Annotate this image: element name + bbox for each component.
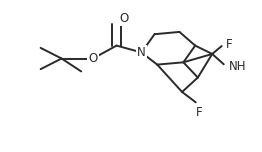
Text: N: N [137, 46, 146, 59]
Text: O: O [88, 52, 98, 65]
Text: F: F [196, 106, 203, 119]
Text: F: F [226, 38, 233, 51]
Text: O: O [119, 12, 128, 25]
Text: NH: NH [229, 60, 246, 73]
